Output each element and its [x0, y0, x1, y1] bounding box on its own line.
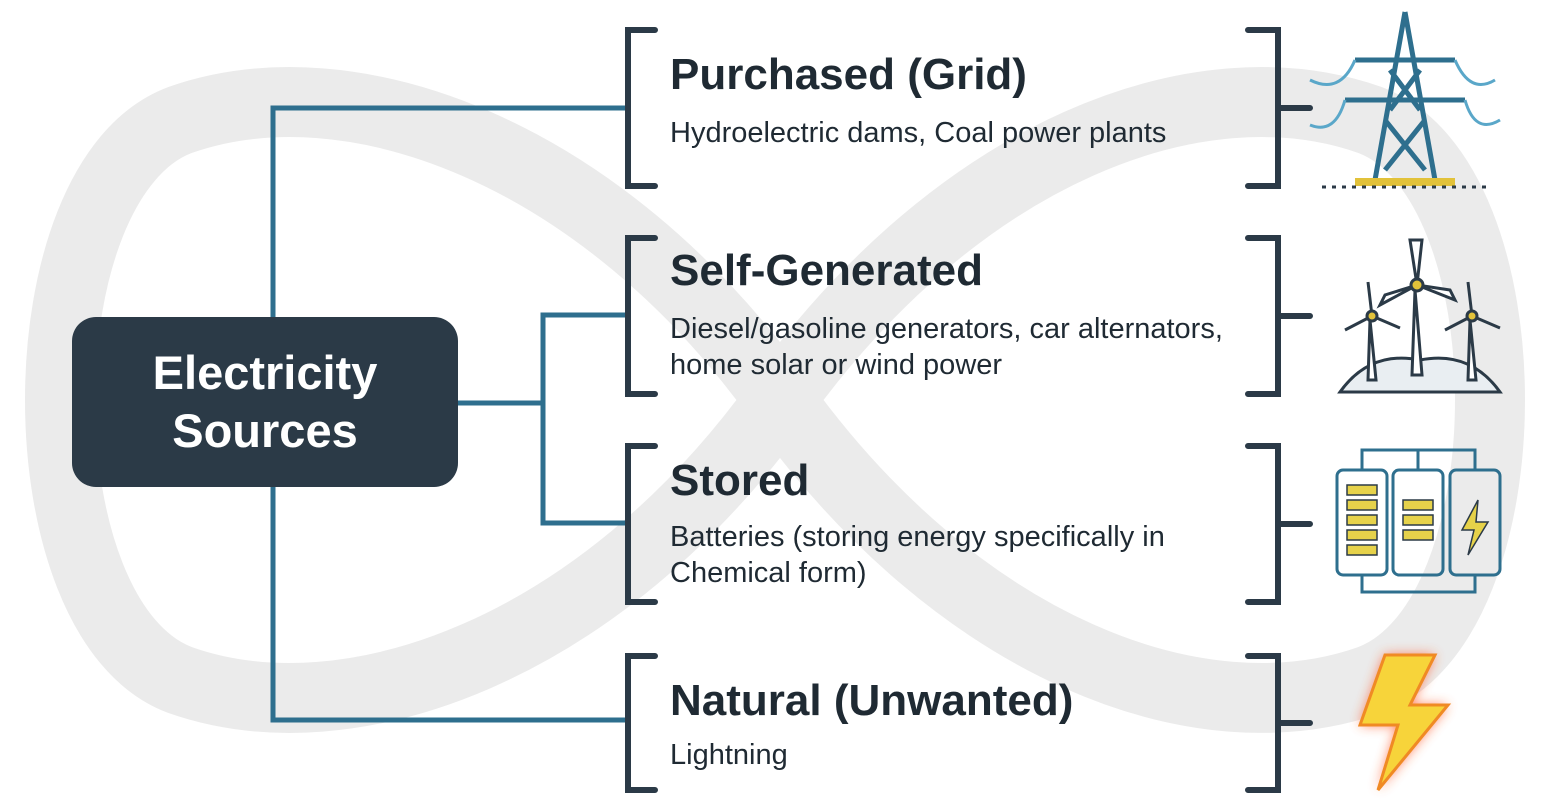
category-title: Stored — [670, 456, 810, 505]
wind-icon — [1337, 238, 1503, 394]
brackets — [625, 27, 1313, 793]
root-label: Electricity Sources — [72, 317, 458, 487]
root-text: Electricity Sources — [152, 346, 378, 457]
connectors — [270, 105, 628, 723]
category-description: Hydroelectric dams, Coal power plants — [670, 117, 1167, 149]
pylon-icon — [1309, 11, 1501, 189]
root-box — [72, 317, 458, 487]
category-description: Diesel/gasoline generators, car alternat… — [670, 313, 1223, 381]
category-title: Purchased (Grid) — [670, 50, 1027, 99]
category-description: Lightning — [670, 739, 788, 771]
lightning-icon — [1357, 653, 1452, 791]
battery-icon — [1335, 448, 1502, 594]
category-description: Batteries (storing energy specifically i… — [670, 521, 1165, 589]
background-infinity — [25, 67, 1525, 733]
category-title: Natural (Unwanted) — [670, 676, 1074, 725]
category-title: Self-Generated — [670, 246, 983, 295]
